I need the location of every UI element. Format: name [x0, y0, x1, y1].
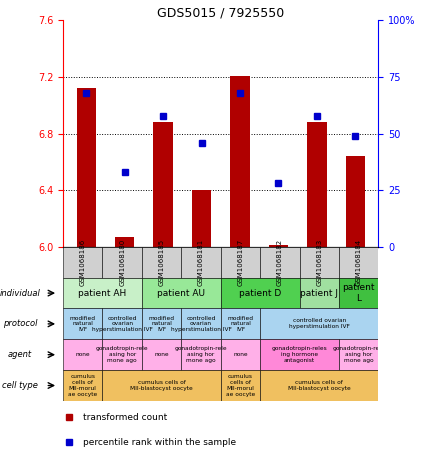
Text: gonadotropin-reles
ing hormone
antagonist: gonadotropin-reles ing hormone antagonis…	[271, 347, 327, 363]
Bar	[260, 308, 378, 339]
Bar	[260, 370, 378, 401]
Bar	[63, 339, 102, 370]
Bar	[141, 308, 181, 339]
Bar	[141, 339, 181, 370]
Text: modified
natural
IVF: modified natural IVF	[227, 316, 253, 332]
Bar	[115, 237, 134, 247]
Bar	[220, 247, 260, 278]
Text: none: none	[154, 352, 168, 357]
Title: GDS5015 / 7925550: GDS5015 / 7925550	[157, 6, 284, 19]
Bar	[181, 247, 220, 278]
Text: GSM1068183: GSM1068183	[316, 239, 322, 286]
Text: cumulus
cells of
MII-morul
ae oocyte: cumulus cells of MII-morul ae oocyte	[68, 374, 97, 397]
Bar	[76, 88, 95, 247]
Bar	[260, 339, 338, 370]
Bar	[260, 247, 299, 278]
Bar	[63, 278, 141, 308]
Bar	[181, 308, 220, 339]
Bar	[268, 246, 287, 247]
Bar	[220, 278, 299, 308]
Text: patient AH: patient AH	[78, 289, 126, 298]
Text: patient AU: patient AU	[157, 289, 205, 298]
Bar	[141, 247, 181, 278]
Text: patient
L: patient L	[342, 284, 374, 303]
Text: protocol: protocol	[3, 319, 37, 328]
Bar	[299, 247, 338, 278]
Bar	[63, 308, 102, 339]
Bar	[338, 339, 378, 370]
Text: gonadotropin-rele
asing hor
mone ago: gonadotropin-rele asing hor mone ago	[332, 347, 384, 363]
Text: gonadotropin-rele
asing hor
mone ago: gonadotropin-rele asing hor mone ago	[95, 347, 148, 363]
Text: GSM1068184: GSM1068184	[355, 239, 361, 286]
Text: cumulus
cells of
MII-morul
ae oocyte: cumulus cells of MII-morul ae oocyte	[225, 374, 254, 397]
Text: GSM1068186: GSM1068186	[79, 239, 85, 286]
Bar	[220, 339, 260, 370]
Text: GSM1068182: GSM1068182	[276, 239, 282, 286]
Bar	[191, 190, 210, 247]
Bar	[220, 308, 260, 339]
Text: cumulus cells of
MII-blastocyst oocyte: cumulus cells of MII-blastocyst oocyte	[287, 380, 350, 391]
Bar	[299, 278, 338, 308]
Bar	[345, 156, 364, 247]
Bar	[338, 247, 378, 278]
Text: patient J: patient J	[299, 289, 338, 298]
Bar	[306, 122, 326, 247]
Text: GSM1068181: GSM1068181	[197, 239, 204, 286]
Text: patient D: patient D	[239, 289, 281, 298]
Text: transformed count: transformed count	[83, 413, 167, 422]
Bar	[63, 370, 102, 401]
Text: agent: agent	[8, 350, 32, 359]
Text: cell type: cell type	[2, 381, 38, 390]
Bar	[220, 370, 260, 401]
Text: GSM1068180: GSM1068180	[119, 239, 125, 286]
Bar	[230, 76, 249, 247]
Bar	[141, 278, 220, 308]
Text: cumulus cells of
MII-blastocyst oocyte: cumulus cells of MII-blastocyst oocyte	[130, 380, 193, 391]
Bar	[338, 278, 378, 308]
Bar	[181, 339, 220, 370]
Bar	[102, 370, 220, 401]
Bar	[102, 247, 141, 278]
Text: GSM1068187: GSM1068187	[237, 239, 243, 286]
Bar	[153, 122, 172, 247]
Text: none: none	[76, 352, 90, 357]
Text: none: none	[233, 352, 247, 357]
Text: percentile rank within the sample: percentile rank within the sample	[83, 438, 236, 447]
Text: controlled
ovarian
hyperstimulation IVF: controlled ovarian hyperstimulation IVF	[92, 316, 152, 332]
Bar	[102, 308, 141, 339]
Text: controlled ovarian
hyperstimulation IVF: controlled ovarian hyperstimulation IVF	[288, 318, 349, 329]
Text: modified
natural
IVF: modified natural IVF	[69, 316, 95, 332]
Text: individual: individual	[0, 289, 40, 298]
Bar	[102, 339, 141, 370]
Text: GSM1068185: GSM1068185	[158, 239, 164, 286]
Bar	[63, 247, 102, 278]
Text: modified
natural
IVF: modified natural IVF	[148, 316, 174, 332]
Text: gonadotropin-rele
asing hor
mone ago: gonadotropin-rele asing hor mone ago	[174, 347, 227, 363]
Text: controlled
ovarian
hyperstimulation IVF: controlled ovarian hyperstimulation IVF	[170, 316, 231, 332]
